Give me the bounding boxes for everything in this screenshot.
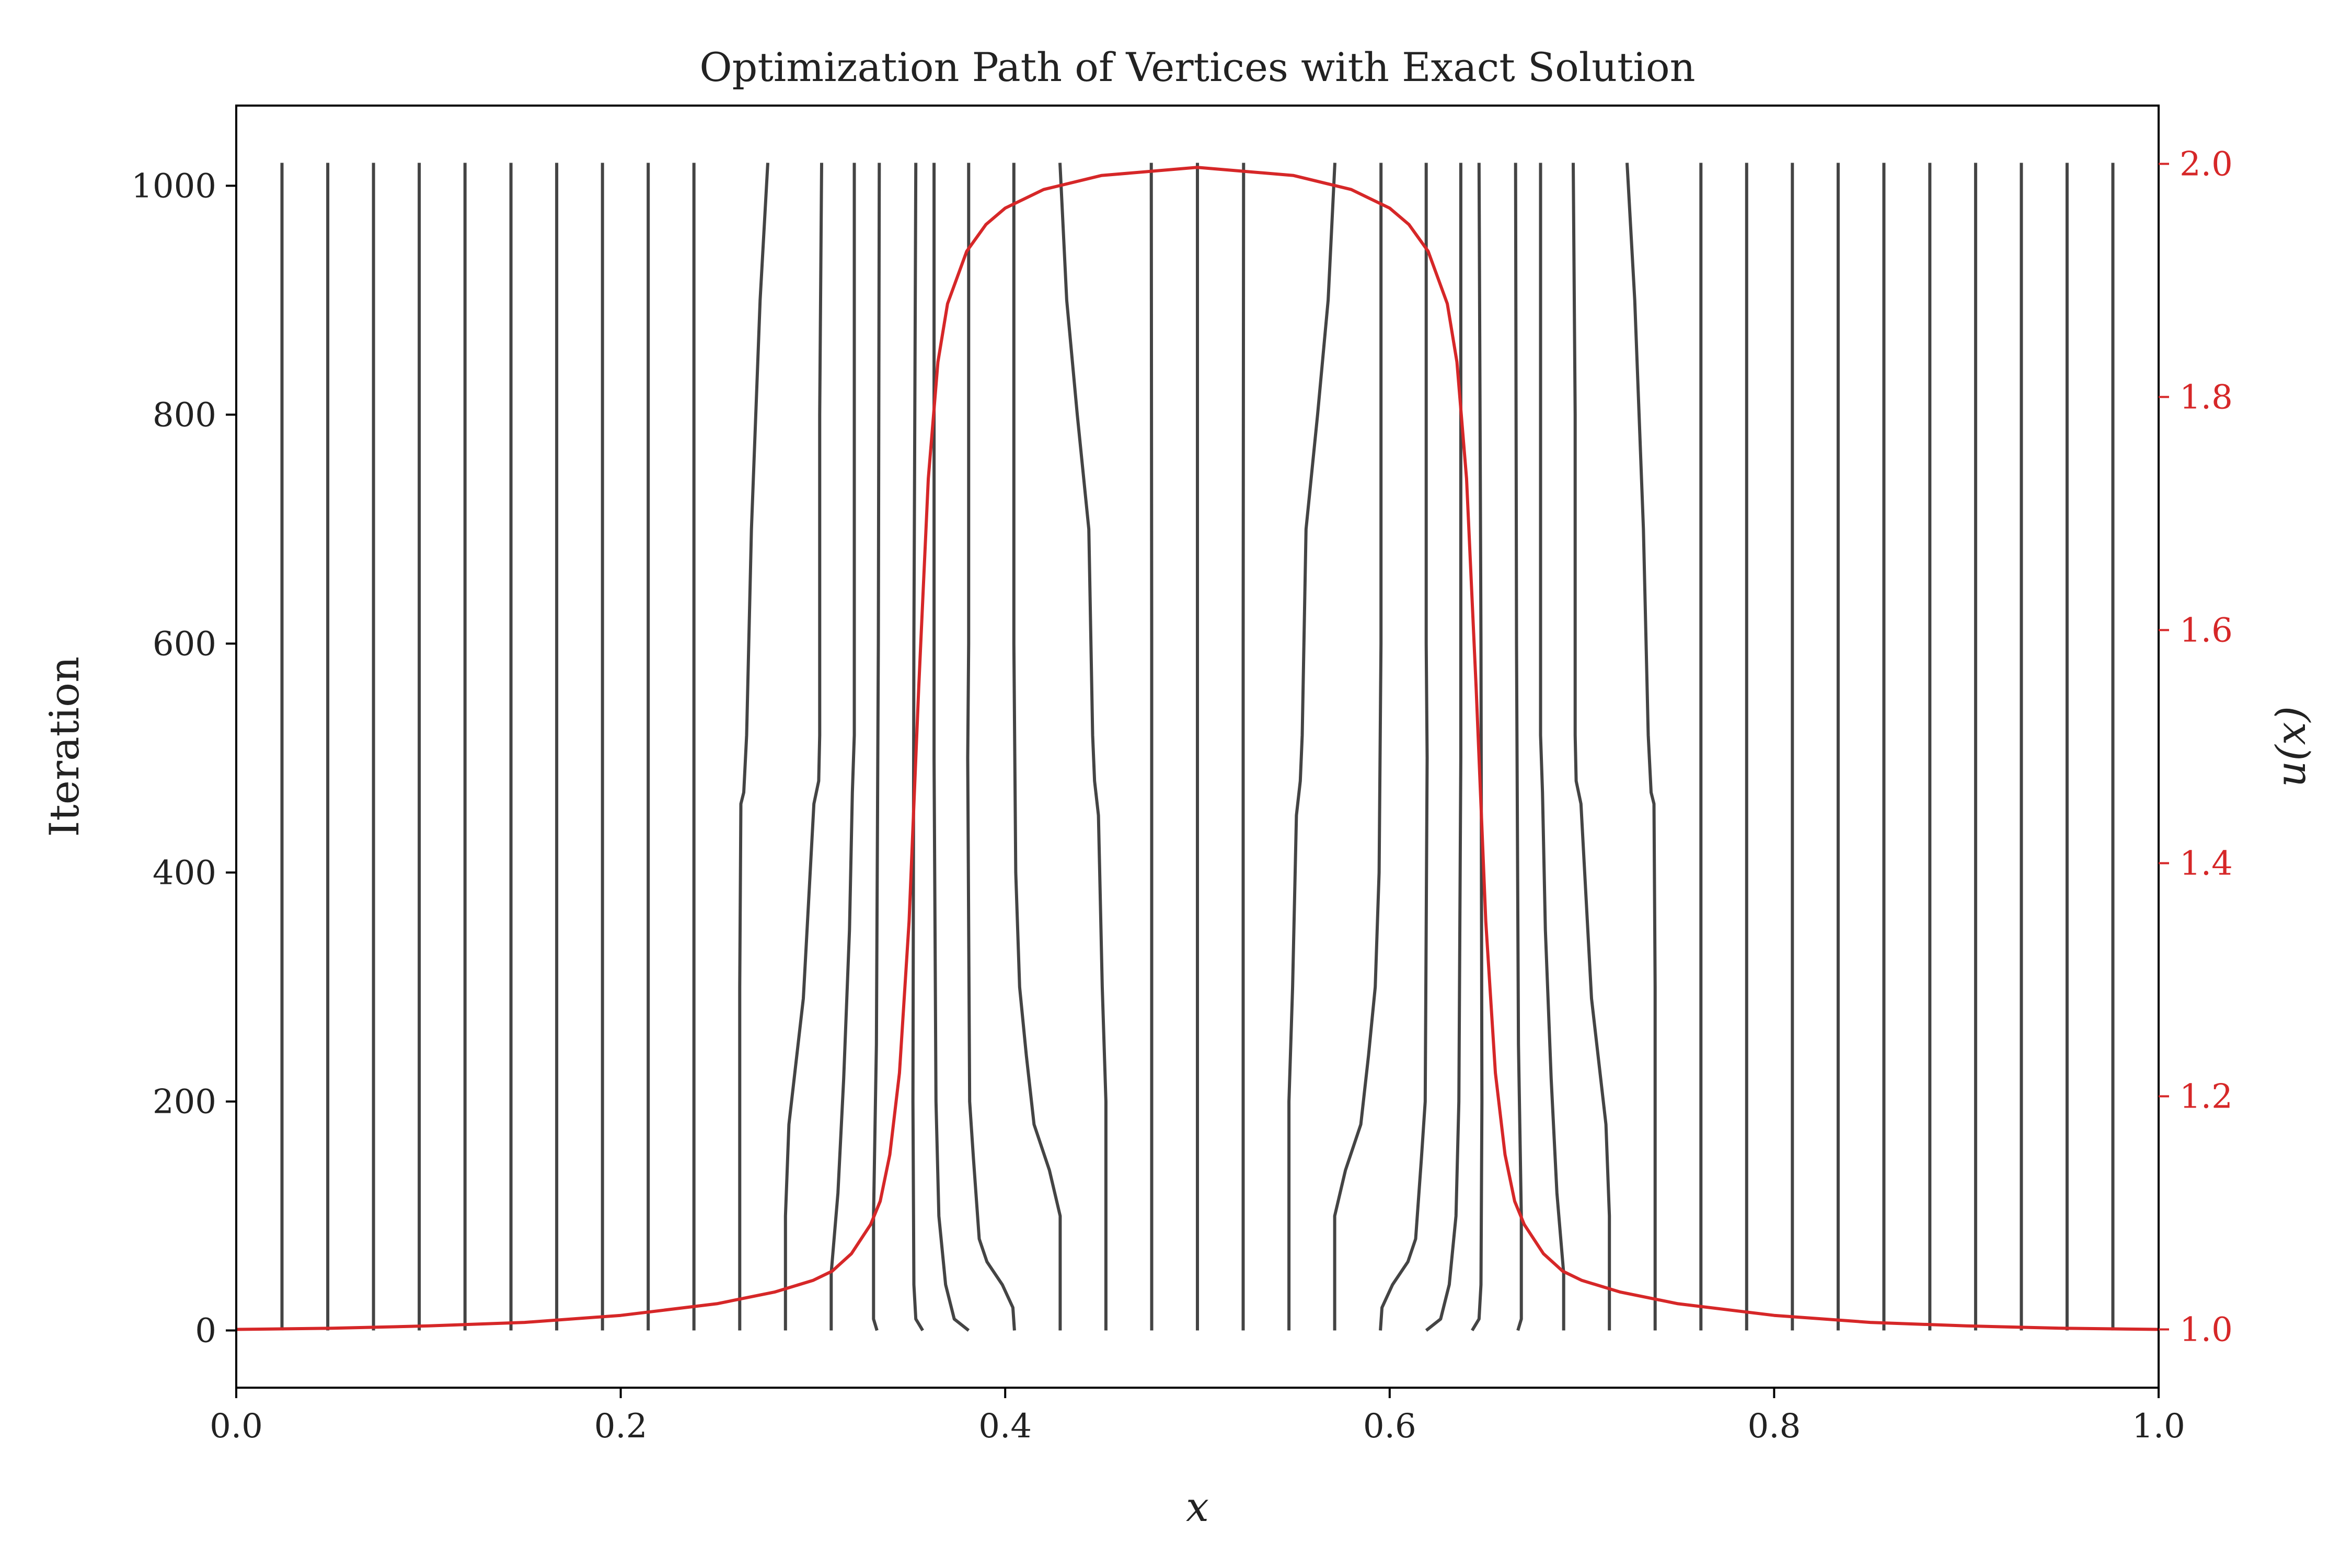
y-right-tick-label: 2.0 <box>2180 145 2233 184</box>
y-axis-right-ticks: 1.0 1.2 1.4 1.6 1.8 2.0 <box>2159 145 2233 1350</box>
x-tick-label: 0.8 <box>1748 1407 1801 1446</box>
y-right-tick-label: 1.6 <box>2180 612 2233 650</box>
vertex-path-15 <box>911 163 924 1332</box>
vertex-path-18 <box>1012 163 1062 1331</box>
vertex-paths-layer <box>280 163 2115 1332</box>
y-right-tick-label: 1.2 <box>2180 1078 2233 1116</box>
vertex-path-24 <box>1333 163 1383 1331</box>
vertex-path-12 <box>783 163 823 1331</box>
y-right-tick-label: 1.4 <box>2180 845 2233 883</box>
vertex-path-31 <box>1625 163 1657 1331</box>
vertex-path-17 <box>966 163 1016 1331</box>
exact-solution-line <box>236 166 2159 1331</box>
vertex-path-27 <box>1471 163 1484 1332</box>
x-tick-label: 0.0 <box>210 1407 263 1446</box>
axes-frame <box>235 105 2160 1389</box>
exact-solution-layer <box>236 166 2159 1331</box>
vertex-path-20 <box>1149 163 1154 1331</box>
x-axis-ticks: 0.0 0.2 0.4 0.6 0.8 1.0 <box>210 1388 2185 1446</box>
vertex-path-29 <box>1539 163 1565 1331</box>
vertex-path-26 <box>1425 163 1462 1332</box>
x-tick-label: 0.2 <box>594 1407 648 1446</box>
vertex-path-11 <box>738 163 769 1331</box>
vertex-path-28 <box>1514 163 1523 1331</box>
vertex-path-23 <box>1287 163 1336 1331</box>
y-left-tick-label: 400 <box>153 854 216 892</box>
vertex-path-22 <box>1241 163 1246 1331</box>
y-left-tick-label: 600 <box>153 625 216 663</box>
chart-title: Optimization Path of Vertices with Exact… <box>699 44 1695 90</box>
x-tick-label: 1.0 <box>2132 1407 2185 1446</box>
y-right-tick-label: 1.0 <box>2180 1311 2233 1350</box>
vertex-path-16 <box>932 163 970 1332</box>
vertex-path-19 <box>1058 163 1108 1331</box>
y-left-tick-label: 0 <box>195 1311 216 1350</box>
x-tick-label: 0.6 <box>1363 1407 1416 1446</box>
y-axis-right-label: u(x) <box>2268 706 2315 787</box>
y-left-tick-label: 200 <box>153 1082 216 1121</box>
vertex-path-30 <box>1572 163 1611 1331</box>
vertex-path-14 <box>872 163 881 1331</box>
x-axis-label: x <box>1186 1484 1209 1531</box>
y-right-tick-label: 1.8 <box>2180 378 2233 417</box>
y-axis-left-label: Iteration <box>41 656 88 837</box>
vertex-path-13 <box>829 163 856 1331</box>
y-left-tick-label: 800 <box>153 396 216 434</box>
x-tick-label: 0.4 <box>978 1407 1032 1446</box>
vertex-path-25 <box>1379 163 1429 1331</box>
y-left-tick-label: 1000 <box>131 167 216 205</box>
y-axis-left-ticks: 0 200 400 600 800 1000 <box>131 167 236 1350</box>
